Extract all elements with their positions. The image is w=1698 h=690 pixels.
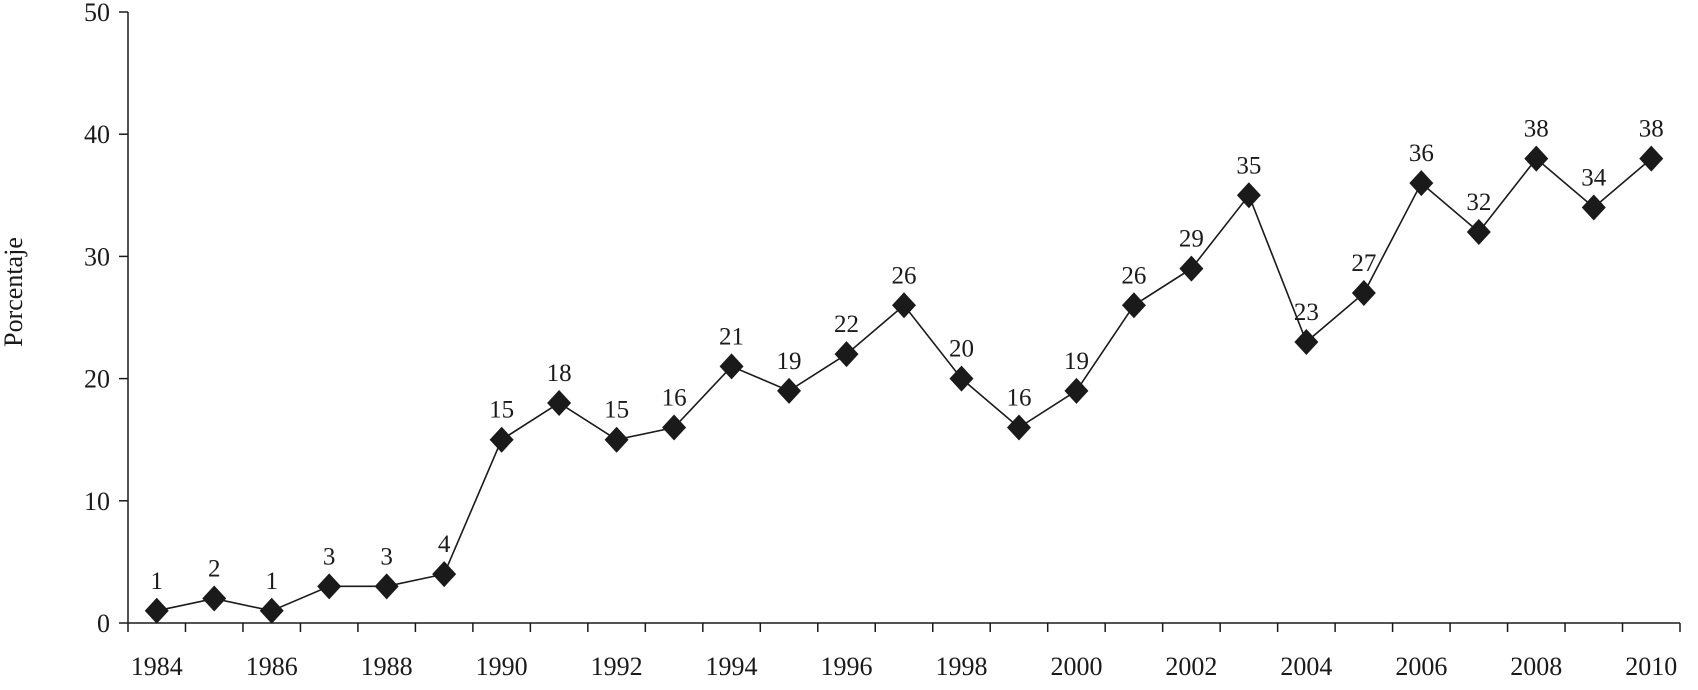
data-point-marker — [949, 365, 974, 392]
data-point-marker — [1236, 182, 1261, 209]
data-label: 36 — [1409, 140, 1434, 167]
data-point-marker — [144, 597, 169, 624]
data-point-marker — [1351, 280, 1376, 307]
data-label: 35 — [1236, 152, 1261, 179]
data-point-marker — [834, 341, 859, 368]
x-tick-label: 2004 — [1280, 652, 1332, 681]
data-label: 4 — [438, 531, 451, 558]
data-point-marker — [1006, 414, 1031, 441]
data-label: 22 — [834, 311, 859, 338]
data-label: 16 — [1006, 384, 1031, 411]
y-tick-label: 10 — [84, 487, 110, 516]
x-tick-label: 1992 — [591, 652, 643, 681]
data-label: 1 — [150, 568, 163, 595]
axes-layer: 0 10 20 30 40 50 1984 1986 1988 1990 1992 1994 1996 1… — [84, 0, 1681, 681]
data-point-marker — [604, 426, 629, 453]
data-point-marker — [489, 426, 514, 453]
x-tick-label: 2000 — [1050, 652, 1102, 681]
data-point-marker — [1064, 377, 1089, 404]
data-point-marker — [662, 414, 687, 441]
data-label: 26 — [1121, 262, 1146, 289]
x-tick-label: 1986 — [246, 652, 298, 681]
x-tick-label: 1996 — [821, 652, 873, 681]
data-label: 38 — [1524, 116, 1549, 143]
x-tick-label: 1984 — [131, 652, 183, 681]
data-point-marker — [547, 390, 572, 417]
x-tick-label: 1994 — [706, 652, 758, 681]
data-point-marker — [1466, 218, 1491, 245]
data-label: 34 — [1581, 165, 1607, 192]
data-point-marker — [259, 597, 284, 624]
data-label: 18 — [547, 360, 572, 387]
data-label: 27 — [1351, 250, 1376, 277]
data-label: 23 — [1294, 299, 1319, 326]
data-point-marker — [1179, 255, 1204, 282]
data-point-marker — [202, 585, 227, 612]
data-point-marker — [1581, 194, 1606, 221]
data-label: 19 — [777, 348, 802, 375]
data-label: 29 — [1179, 226, 1204, 253]
data-label: 2 — [208, 556, 221, 583]
data-label: 1 — [265, 568, 278, 595]
data-label: 3 — [323, 543, 336, 570]
data-point-marker — [1294, 328, 1319, 355]
data-point-marker — [1639, 145, 1664, 172]
data-label: 32 — [1466, 189, 1491, 216]
x-tick-label: 1998 — [935, 652, 987, 681]
data-label: 19 — [1064, 348, 1089, 375]
x-tick-label: 1988 — [361, 652, 413, 681]
data-point-marker — [432, 561, 457, 588]
data-label: 26 — [892, 262, 917, 289]
y-axis-title: Porcentaje — [0, 237, 28, 347]
y-tick-label: 0 — [97, 609, 110, 638]
y-tick-label: 20 — [84, 365, 110, 394]
data-label: 21 — [719, 323, 744, 350]
data-point-marker — [317, 573, 342, 600]
x-tick-label: 2002 — [1165, 652, 1217, 681]
data-label: 38 — [1639, 116, 1664, 143]
data-label: 16 — [662, 384, 687, 411]
y-tick-label: 30 — [84, 242, 110, 271]
y-tick-label: 50 — [84, 0, 110, 27]
data-label: 3 — [380, 543, 393, 570]
data-point-marker — [1524, 145, 1549, 172]
y-axis-title-group: Porcentaje — [0, 237, 28, 347]
series-layer — [144, 145, 1664, 624]
x-tick-label: 2010 — [1625, 652, 1677, 681]
data-point-marker — [777, 377, 802, 404]
data-point-marker — [1121, 292, 1146, 319]
x-tick-label: 1990 — [476, 652, 528, 681]
data-point-marker — [1409, 170, 1434, 197]
data-point-marker — [374, 573, 399, 600]
y-tick-label: 40 — [84, 120, 110, 149]
data-label: 15 — [604, 397, 629, 424]
data-point-marker — [892, 292, 916, 319]
data-label: 20 — [949, 336, 974, 363]
data-label: 15 — [489, 397, 514, 424]
x-tick-label: 2008 — [1510, 652, 1562, 681]
x-tick-label: 2006 — [1395, 652, 1447, 681]
data-point-marker — [719, 353, 744, 380]
